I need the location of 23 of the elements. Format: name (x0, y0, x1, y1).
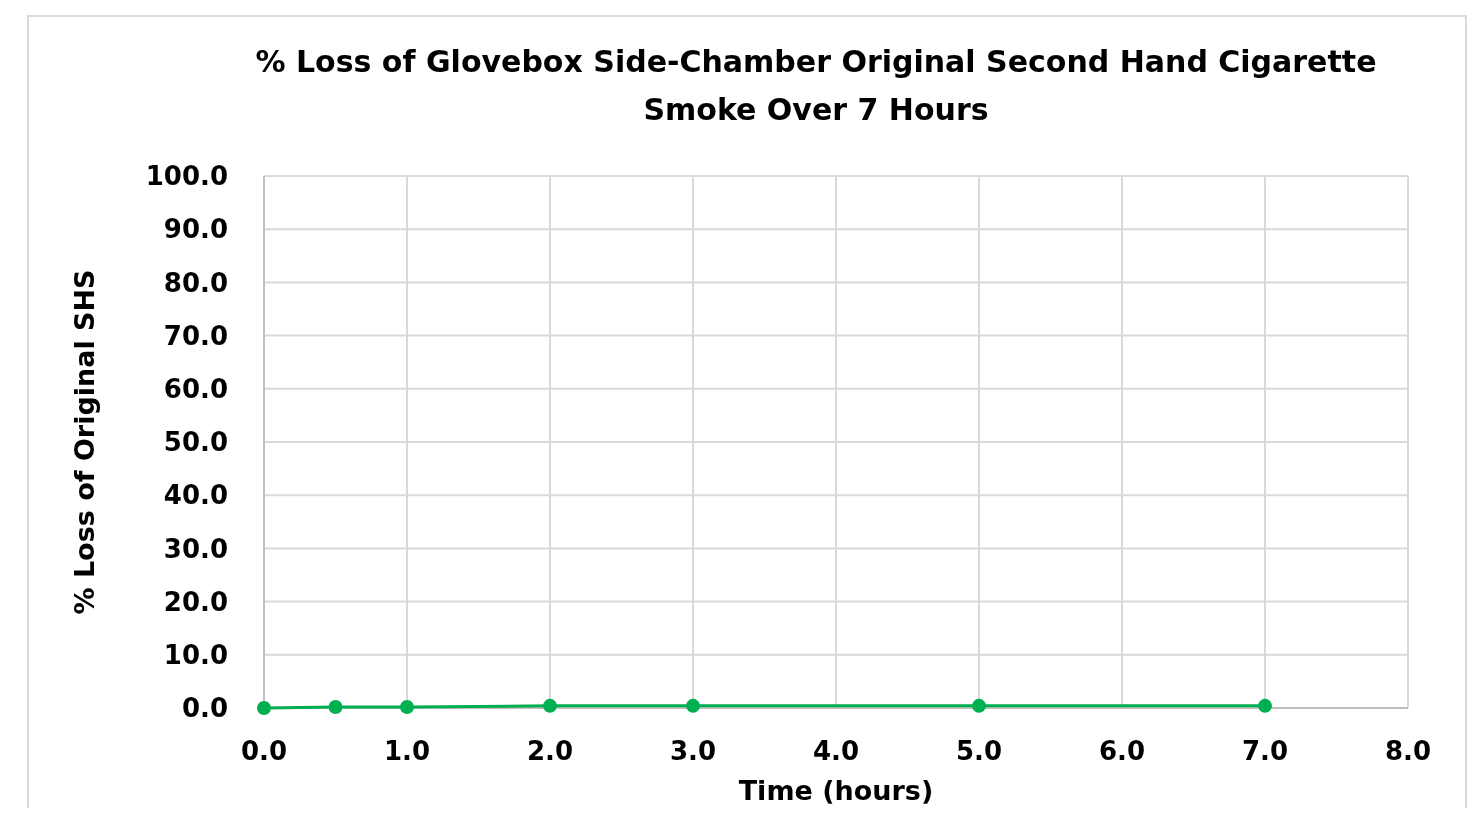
y-tick-label: 90.0 (163, 214, 228, 245)
x-tick-label: 3.0 (669, 736, 717, 766)
x-tick-label: 7.0 (1241, 736, 1289, 766)
x-tick-label: 8.0 (1384, 736, 1432, 766)
y-tick-label: 10.0 (163, 639, 228, 670)
x-axis-title: Time (hours) (738, 775, 934, 806)
y-axis-title: % Loss of Original SHS (69, 269, 100, 615)
x-tick-label: 4.0 (812, 736, 860, 766)
y-tick-label: 70.0 (163, 320, 228, 351)
x-tick-label: 2.0 (526, 736, 574, 766)
x-tick-label: 5.0 (955, 736, 1003, 766)
y-tick-label: 0.0 (181, 693, 228, 724)
y-tick-label: 40.0 (163, 480, 228, 511)
y-tick-label: 20.0 (163, 586, 228, 617)
y-tick-label: 50.0 (163, 427, 228, 458)
x-tick-label: 6.0 (1098, 736, 1146, 766)
y-tick-label: 80.0 (163, 267, 228, 298)
y-tick-label: 30.0 (163, 533, 228, 564)
x-tick-label: 1.0 (383, 736, 431, 766)
y-tick-label: 60.0 (163, 373, 228, 404)
x-tick-label: 0.0 (240, 736, 288, 766)
y-tick-label: 100.0 (145, 161, 228, 192)
chart-title: % Loss of Glovebox Side-Chamber Original Second Hand Cigarette Smoke Over 7 Hours (255, 44, 1377, 127)
